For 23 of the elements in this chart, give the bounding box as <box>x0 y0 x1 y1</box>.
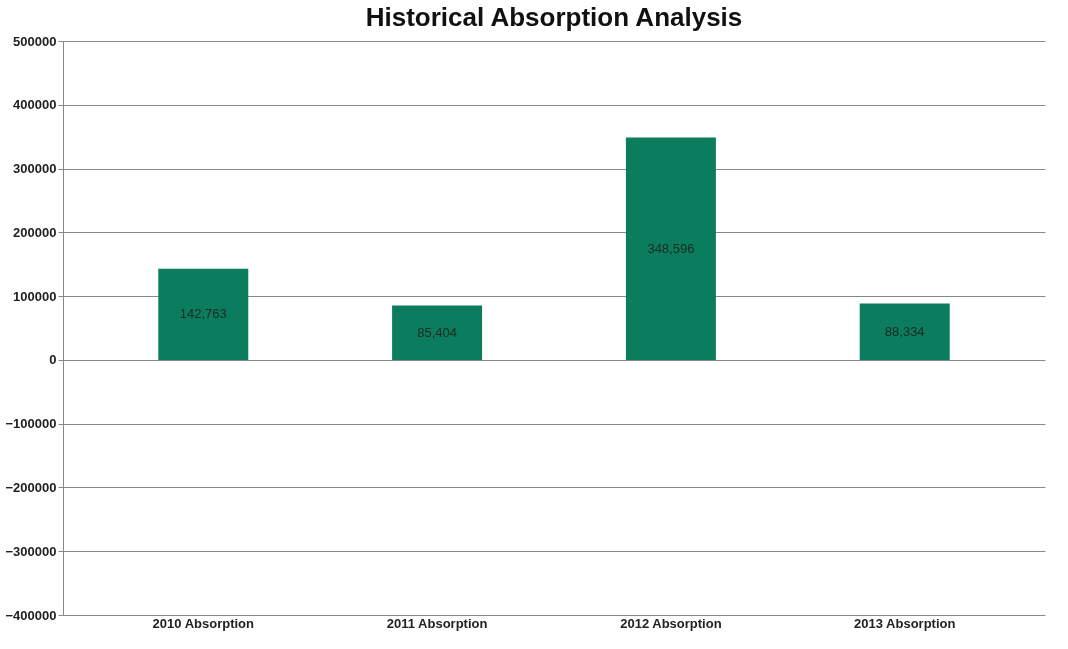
x-tick-label: 2011 Absorption <box>386 615 488 631</box>
y-tick-label: 100000 <box>13 288 57 304</box>
x-tick-label: 2013 Absorption <box>854 615 956 631</box>
y-tick-label: 0 <box>49 352 57 368</box>
y-tick-label: 300000 <box>13 161 57 177</box>
y-tick-label: 200000 <box>13 224 57 240</box>
x-tick-label: 2012 Absorption <box>620 615 722 631</box>
bar <box>625 137 716 360</box>
data-label: 142,763 <box>179 306 227 322</box>
y-tick-label: −200000 <box>5 479 57 495</box>
y-tick-label: −400000 <box>5 607 57 623</box>
data-label: 348,596 <box>647 240 695 256</box>
data-label: 85,404 <box>417 324 457 340</box>
y-tick-label: −300000 <box>5 543 57 559</box>
y-tick-label: −100000 <box>5 416 57 432</box>
y-tick-label: 400000 <box>13 97 57 113</box>
bar <box>158 268 249 360</box>
y-tick-label: 500000 <box>13 33 57 49</box>
bar <box>392 305 483 360</box>
bar <box>859 303 950 360</box>
data-label: 88,334 <box>884 323 925 339</box>
x-tick-label: 2010 Absorption <box>152 615 255 631</box>
chart-title: Historical Absorption Analysis <box>365 2 743 32</box>
